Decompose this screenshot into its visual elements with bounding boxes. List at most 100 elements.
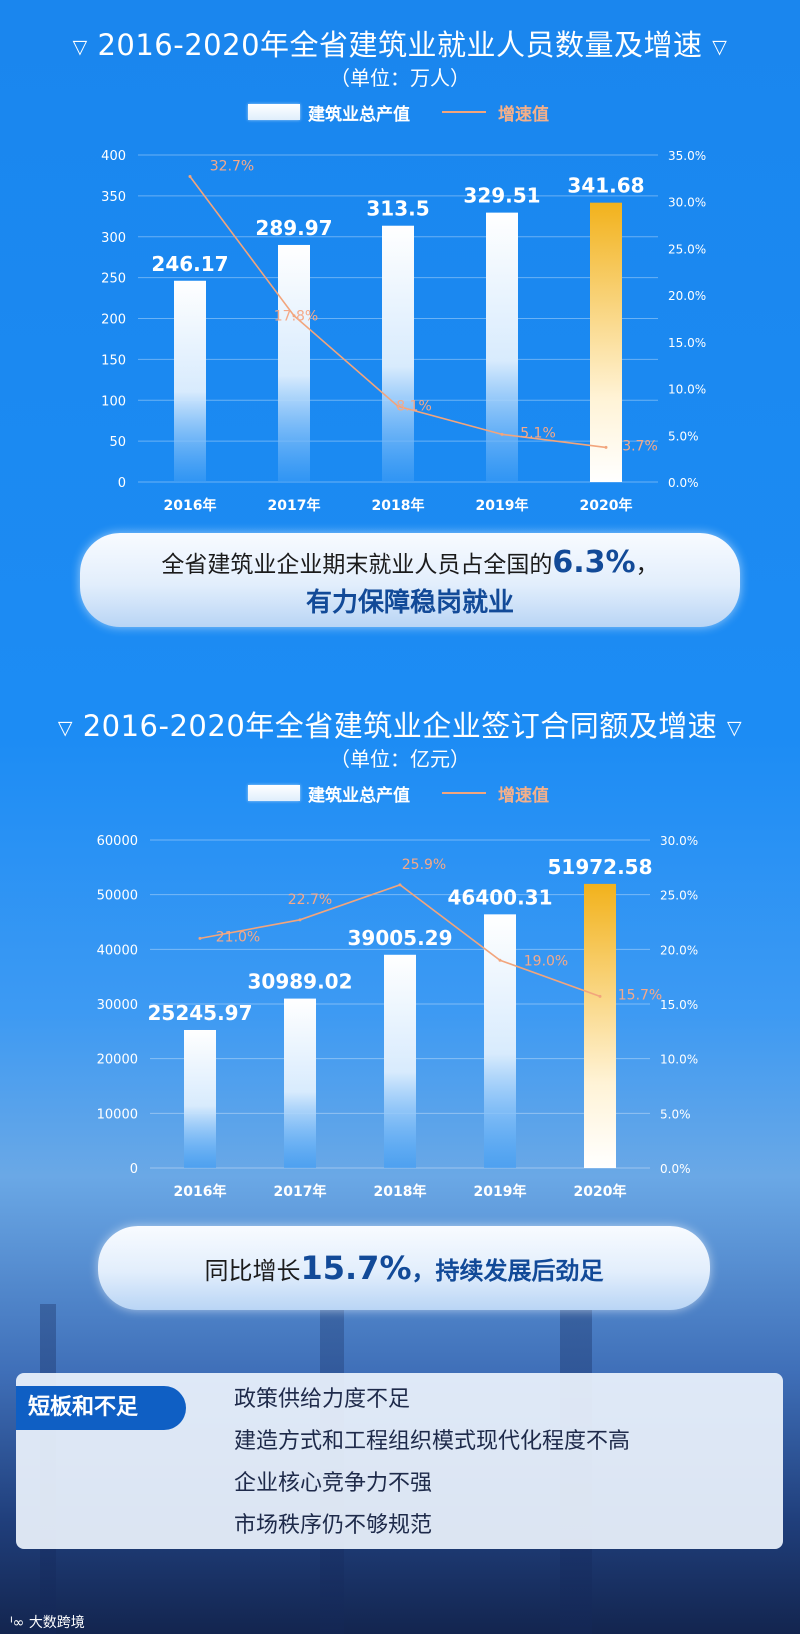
bar bbox=[484, 914, 516, 1168]
growth-point bbox=[398, 883, 402, 887]
shortcomings-list: 政策供给力度不足 建造方式和工程组织模式现代化程度不高 企业核心竞争力不强 市场… bbox=[234, 1379, 630, 1547]
bar bbox=[174, 280, 206, 482]
bar-value-label: 341.68 bbox=[567, 174, 644, 198]
x-tick-label: 2016年 bbox=[164, 497, 217, 514]
triangle-down-icon: ▽ bbox=[712, 36, 728, 58]
y-tick-label: 50 bbox=[109, 435, 126, 450]
y2-tick-label: 35.0% bbox=[668, 149, 706, 163]
y2-tick-label: 30.0% bbox=[660, 834, 698, 848]
bar bbox=[486, 212, 518, 482]
bar-value-label: 313.5 bbox=[366, 197, 429, 221]
y2-tick-label: 20.0% bbox=[660, 943, 698, 957]
bar bbox=[382, 225, 414, 482]
legend-bar-swatch bbox=[248, 785, 300, 801]
watermark-text: 大数跨境 bbox=[28, 1615, 85, 1631]
bar-value-label: 30989.02 bbox=[247, 970, 352, 994]
growth-point bbox=[198, 936, 202, 940]
y-tick-label: 0 bbox=[130, 1162, 138, 1177]
y2-tick-label: 15.0% bbox=[668, 336, 706, 350]
y2-tick-label: 10.0% bbox=[660, 1053, 698, 1067]
triangle-down-icon: ▽ bbox=[727, 717, 743, 739]
y-tick-label: 400 bbox=[101, 149, 126, 164]
y2-tick-label: 25.0% bbox=[668, 242, 706, 256]
growth-label: 22.7% bbox=[288, 892, 332, 908]
y2-tick-label: 15.0% bbox=[660, 998, 698, 1012]
growth-label: 15.7% bbox=[618, 987, 662, 1003]
y2-tick-label: 10.0% bbox=[668, 383, 706, 397]
x-tick-label: 2018年 bbox=[374, 1183, 427, 1200]
callout2-value: 15.7% bbox=[300, 1249, 412, 1287]
x-tick-label: 2019年 bbox=[474, 1183, 527, 1200]
y-tick-label: 30000 bbox=[97, 998, 138, 1013]
growth-label: 8.1% bbox=[396, 398, 432, 414]
bar-value-label: 289.97 bbox=[255, 216, 332, 240]
growth-label: 17.8% bbox=[274, 309, 318, 325]
growth-callout: 同比增长15.7%，持续发展后劲足 bbox=[98, 1226, 710, 1310]
growth-label: 3.7% bbox=[622, 438, 658, 454]
x-tick-label: 2019年 bbox=[476, 497, 529, 514]
legend-bar-swatch bbox=[248, 104, 300, 120]
y-tick-label: 60000 bbox=[97, 834, 138, 849]
shortcoming-item: 企业核心竞争力不强 bbox=[234, 1471, 433, 1496]
growth-point bbox=[498, 958, 502, 962]
legend-line-swatch bbox=[442, 111, 486, 113]
shortcoming-item: 市场秩序仍不够规范 bbox=[234, 1513, 433, 1538]
y-tick-label: 10000 bbox=[97, 1107, 138, 1122]
bar-value-label: 25245.97 bbox=[147, 1001, 252, 1025]
growth-point bbox=[604, 445, 608, 449]
triangle-down-icon: ▽ bbox=[72, 36, 88, 58]
shortcomings-tag: 短板和不足 bbox=[16, 1386, 186, 1430]
x-tick-label: 2016年 bbox=[174, 1183, 227, 1200]
x-tick-label: 2020年 bbox=[580, 497, 633, 514]
legend-line-label: 增速值 bbox=[498, 105, 549, 125]
callout1-text: 全省建筑业企业期末就业人员占全国的 bbox=[161, 552, 553, 578]
y2-tick-label: 30.0% bbox=[668, 196, 706, 210]
chart1-title: ▽ 2016-2020年全省建筑业就业人员数量及增速 ▽ bbox=[0, 22, 800, 64]
x-tick-label: 2020年 bbox=[574, 1183, 627, 1200]
shortcoming-item: 建造方式和工程组织模式现代化程度不高 bbox=[234, 1429, 631, 1454]
chart2-unit: （单位：亿元） bbox=[330, 747, 470, 771]
y-tick-label: 20000 bbox=[97, 1053, 138, 1068]
growth-point bbox=[598, 994, 602, 998]
y-tick-label: 150 bbox=[101, 353, 126, 368]
chart1-unit: （单位：万人） bbox=[330, 66, 470, 90]
y2-tick-label: 20.0% bbox=[668, 289, 706, 303]
y-tick-label: 200 bbox=[101, 313, 126, 328]
chart1-title-text: 2016-2020年全省建筑业就业人员数量及增速 bbox=[97, 28, 703, 62]
y-tick-label: 100 bbox=[101, 394, 126, 409]
legend-line-label: 增速值 bbox=[498, 786, 549, 806]
callout2-prefix: 同比增长 bbox=[204, 1257, 301, 1285]
chart2-title: ▽ 2016-2020年全省建筑业企业签订合同额及增速 ▽ bbox=[0, 703, 800, 745]
bar bbox=[584, 883, 616, 1168]
y-tick-label: 250 bbox=[101, 272, 126, 287]
growth-label: 5.1% bbox=[520, 425, 556, 441]
y-tick-label: 40000 bbox=[97, 943, 138, 958]
y-tick-label: 300 bbox=[101, 231, 126, 246]
bar bbox=[184, 1029, 216, 1168]
employment-share-callout: 全省建筑业企业期末就业人员占全国的6.3%， 有力保障稳岗就业 bbox=[80, 533, 740, 627]
chart1-legend: 建筑业总产值 增速值 bbox=[0, 100, 800, 125]
growth-label: 32.7% bbox=[210, 158, 254, 174]
bar-value-label: 39005.29 bbox=[347, 926, 452, 950]
y2-tick-label: 5.0% bbox=[668, 429, 699, 443]
legend-bar-label: 建筑业总产值 bbox=[308, 105, 410, 125]
shortcomings-panel: 短板和不足 政策供给力度不足 建造方式和工程组织模式现代化程度不高 企业核心竞争… bbox=[16, 1373, 783, 1549]
legend-bar-label: 建筑业总产值 bbox=[308, 786, 410, 806]
y2-tick-label: 0.0% bbox=[668, 476, 699, 490]
bar-value-label: 51972.58 bbox=[547, 855, 652, 879]
bar-value-label: 246.17 bbox=[151, 252, 228, 276]
chart2-legend: 建筑业总产值 增速值 bbox=[0, 781, 800, 806]
growth-point bbox=[500, 432, 504, 436]
x-tick-label: 2017年 bbox=[268, 497, 321, 514]
y2-tick-label: 25.0% bbox=[660, 889, 698, 903]
chart2-plot: 0 10000 20000 30000 40000 50000 60000 0.0% 5.0% 1… bbox=[97, 834, 698, 1200]
growth-label: 21.0% bbox=[216, 929, 260, 945]
callout2-suffix: ，持续发展后劲足 bbox=[411, 1257, 604, 1285]
callout1-value: 6.3% bbox=[552, 545, 636, 580]
chart2-title-text: 2016-2020年全省建筑业企业签订合同额及增速 bbox=[82, 709, 718, 743]
growth-point bbox=[298, 918, 302, 922]
chart1-plot: 0 50 100 150 200 250 300 350 400 0.0% 5.0% 10.0% 15.… bbox=[101, 149, 706, 514]
callout1-suffix: ， bbox=[635, 552, 659, 578]
growth-point bbox=[396, 404, 400, 408]
shortcoming-item: 政策供给力度不足 bbox=[234, 1387, 411, 1412]
